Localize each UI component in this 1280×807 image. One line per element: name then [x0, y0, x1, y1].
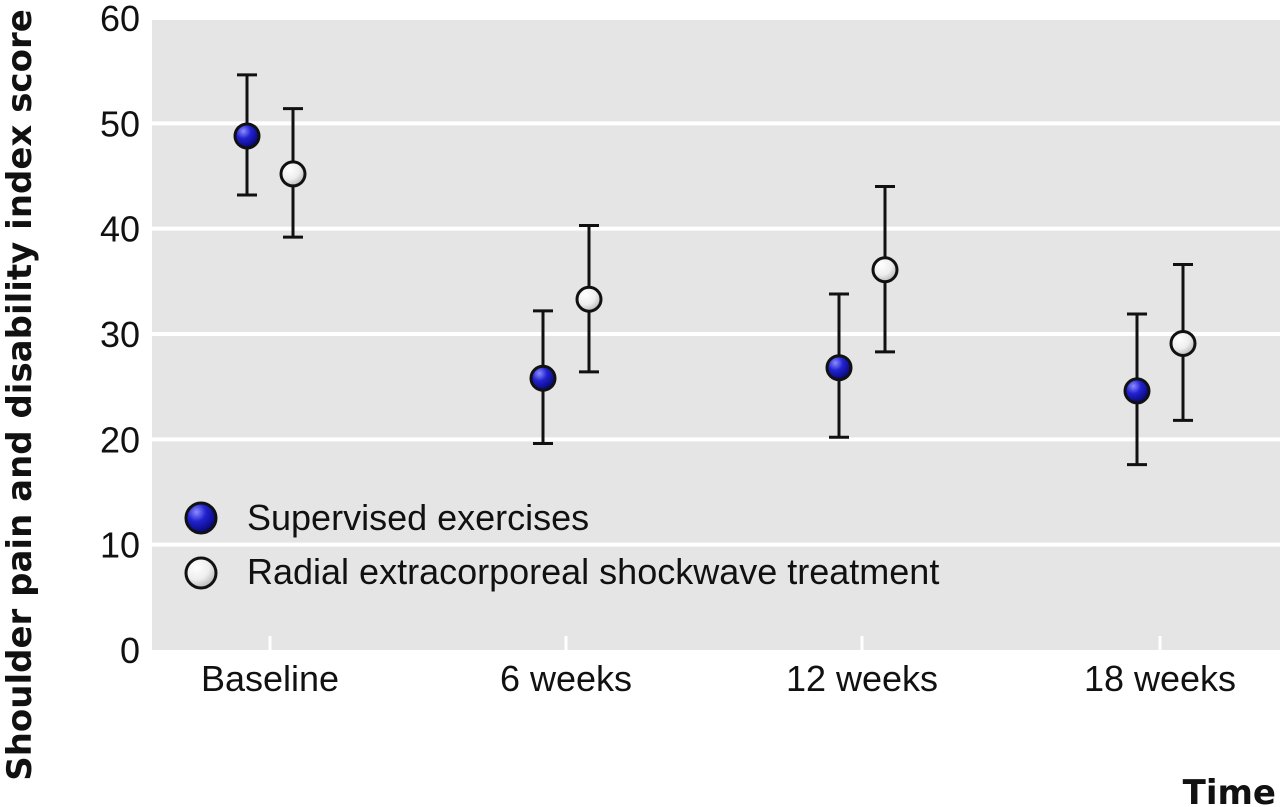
data-series — [233, 73, 1197, 467]
y-tick-label-20: 20 — [100, 419, 140, 460]
legend-marker-supervised-exercises — [184, 501, 218, 535]
x-axis-title: Time — [1183, 773, 1276, 807]
x-tick-label-6-weeks: 6 weeks — [500, 658, 632, 699]
data-point-12-weeks — [825, 354, 853, 382]
x-tick-label-18-weeks: 18 weeks — [1084, 658, 1236, 699]
data-point-18-weeks — [1169, 329, 1197, 357]
data-point-baseline — [233, 122, 261, 150]
legend: Supervised exercises Radial extracorpore… — [184, 497, 939, 592]
y-tick-label-10: 10 — [100, 525, 140, 566]
gridlines — [152, 16, 1280, 547]
y-tick-label-30: 30 — [100, 314, 140, 355]
y-tick-label-40: 40 — [100, 209, 140, 250]
legend-marker-radial-shockwave — [184, 556, 218, 590]
legend-label-supervised-exercises: Supervised exercises — [247, 497, 589, 538]
y-axis-ticks: 0 10 20 30 40 50 60 — [100, 0, 140, 671]
y-tick-label-0: 0 — [120, 630, 140, 671]
y-tick-label-60: 60 — [100, 0, 140, 39]
y-axis-title: Shoulder pain and disability index score — [0, 9, 40, 781]
x-axis-ticks: Baseline 6 weeks 12 weeks 18 weeks — [201, 636, 1236, 699]
x-tick-label-baseline: Baseline — [201, 658, 339, 699]
data-point-18-weeks — [1123, 377, 1151, 405]
legend-label-radial-shockwave: Radial extracorporeal shockwave treatmen… — [247, 551, 939, 592]
x-tick-label-12-weeks: 12 weeks — [786, 658, 938, 699]
y-tick-label-50: 50 — [100, 103, 140, 144]
data-point-6-weeks — [529, 364, 557, 392]
series-radial-extracorporeal-shockwave-treatment — [279, 107, 1197, 422]
data-point-12-weeks — [871, 256, 899, 284]
data-point-6-weeks — [575, 285, 603, 313]
series-supervised-exercises — [233, 73, 1151, 467]
data-point-baseline — [279, 160, 307, 188]
